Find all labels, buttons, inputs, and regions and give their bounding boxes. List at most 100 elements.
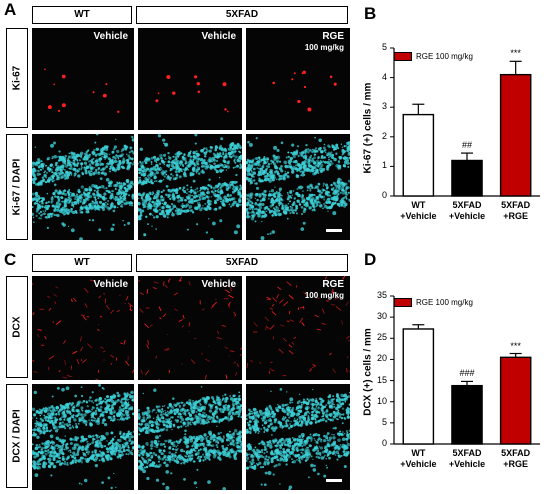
- micrograph-texture: [138, 134, 242, 240]
- row-label-box-dcx: DCX: [6, 276, 28, 378]
- row-label-box-ki67: Ki-67: [6, 28, 28, 128]
- significance-label: ***: [510, 48, 521, 59]
- category-label: 5XFAD +Vehicle: [442, 448, 492, 470]
- micrograph-a-dapi-wt: [32, 134, 134, 240]
- micro-label-sub: 100 mg/kg: [304, 43, 344, 52]
- y-tick-label: 5: [381, 416, 387, 427]
- micrograph-c-dcx-5xfad: Vehicle: [138, 276, 242, 380]
- micro-label-main: RGE: [322, 31, 344, 42]
- micro-label: Vehicle: [93, 31, 128, 42]
- y-tick-label: 20: [376, 353, 387, 364]
- micrograph-c-dcx-rge: RGE 100 mg/kg: [246, 276, 350, 380]
- micro-label: Vehicle: [93, 279, 128, 290]
- row-label-dcx: DCX: [11, 316, 23, 338]
- micrograph-texture: [32, 134, 134, 240]
- y-tick-label: 1: [381, 160, 387, 171]
- category-label: WT +Vehicle: [393, 200, 443, 222]
- micro-label-main: RGE: [322, 279, 344, 290]
- category-label-line: +Vehicle: [448, 459, 486, 469]
- micro-label-sub: 100 mg/kg: [304, 291, 344, 300]
- micrograph-c-dcx-wt: Vehicle: [32, 276, 134, 380]
- y-tick-label: 35: [376, 290, 387, 300]
- legend-swatch: [394, 52, 412, 62]
- panel-letter-a: A: [4, 0, 17, 19]
- bar: [499, 73, 532, 197]
- y-tick-label: 15: [376, 374, 387, 385]
- category-label-line: +Vehicle: [400, 211, 437, 221]
- y-tick-label: 2: [381, 130, 387, 141]
- significance-label: ***: [510, 340, 521, 351]
- micrograph-a-ki67-rge: RGE 100 mg/kg: [246, 28, 350, 130]
- micrograph-a-dapi-rge: [246, 134, 350, 240]
- micro-label: RGE 100 mg/kg: [305, 31, 344, 52]
- y-tick-label: 30: [376, 311, 387, 322]
- micrograph-texture: [155, 75, 229, 113]
- category-label-line: 5XFAD: [501, 448, 531, 458]
- micrograph-texture: [246, 388, 350, 490]
- micro-label: Vehicle: [201, 31, 236, 42]
- micro-label: RGE 100 mg/kg: [305, 279, 344, 300]
- y-tick-label: 0: [381, 438, 387, 448]
- category-label-line: 5XFAD: [452, 448, 482, 458]
- category-label: WT +Vehicle: [393, 448, 443, 470]
- row-label-box-dcx-dapi: DCX / DAPI: [6, 384, 28, 488]
- legend-swatch: [394, 298, 412, 308]
- panel-letter-b: B: [364, 4, 377, 23]
- category-label-line: +RGE: [503, 211, 529, 221]
- category-label-line: 5XFAD: [452, 200, 482, 210]
- bar: [402, 328, 435, 445]
- category-label-line: WT: [411, 448, 426, 458]
- category-label: 5XFAD +Vehicle: [442, 200, 492, 222]
- micrograph-texture: [138, 386, 242, 490]
- header-wt: WT: [32, 254, 132, 272]
- header-5xfad: 5XFAD: [136, 254, 348, 272]
- header-wt: WT: [32, 6, 132, 24]
- micrograph-texture: [272, 70, 337, 112]
- category-label-line: +Vehicle: [400, 459, 437, 469]
- y-tick-label: 0: [381, 190, 387, 200]
- chart-b-svg: [390, 47, 540, 197]
- category-label-line: 5XFAD: [501, 200, 531, 210]
- y-tick-label: 10: [376, 395, 387, 406]
- category-label-line: WT: [411, 200, 426, 210]
- header-5xfad: 5XFAD: [136, 6, 348, 24]
- bar: [451, 159, 483, 197]
- y-tick-label: 25: [376, 332, 387, 343]
- micrograph-a-ki67-5xfad: Vehicle: [138, 28, 242, 130]
- category-label-line: +Vehicle: [448, 211, 486, 221]
- bar: [499, 356, 532, 445]
- chart-d-svg: [390, 295, 540, 445]
- micrograph-texture: [44, 68, 120, 113]
- micrograph-texture: [138, 276, 242, 380]
- micrograph-a-ki67-wt: Vehicle: [32, 28, 134, 130]
- chart-b-legend: RGE 100 mg/kg: [394, 52, 473, 62]
- panel-letter-d: D: [364, 250, 377, 269]
- category-label: 5XFAD +RGE: [491, 200, 541, 222]
- scale-bar: [326, 479, 342, 482]
- micrograph-texture: [32, 279, 134, 380]
- panel-letter-c: C: [4, 250, 17, 269]
- row-label-dcx-dapi: DCX / DAPI: [11, 409, 23, 463]
- chart-d-legend: RGE 100 mg/kg: [394, 298, 473, 308]
- legend-label: RGE 100 mg/kg: [416, 52, 473, 61]
- category-label-line: +RGE: [503, 459, 529, 469]
- y-tick-label: 3: [381, 101, 387, 112]
- micrograph-c-dapi-rge: [246, 384, 350, 490]
- micrograph-texture: [246, 276, 350, 377]
- micrograph-texture: [32, 384, 134, 490]
- micrograph-c-dapi-wt: [32, 384, 134, 490]
- category-label: 5XFAD +RGE: [491, 448, 541, 470]
- bar: [451, 384, 483, 445]
- micro-label: Vehicle: [201, 279, 236, 290]
- y-tick-label: 5: [381, 42, 387, 52]
- row-label-ki67-dapi: Ki-67 / DAPI: [11, 158, 23, 216]
- row-label-box-ki67-dapi: Ki-67 / DAPI: [6, 134, 28, 240]
- y-tick-label: 4: [381, 71, 387, 82]
- bar: [402, 113, 435, 197]
- significance-label: ##: [461, 140, 472, 151]
- micrograph-a-dapi-5xfad: [138, 134, 242, 240]
- scale-bar: [326, 229, 342, 232]
- micrograph-c-dapi-5xfad: [138, 384, 242, 490]
- micrograph-texture: [246, 136, 350, 240]
